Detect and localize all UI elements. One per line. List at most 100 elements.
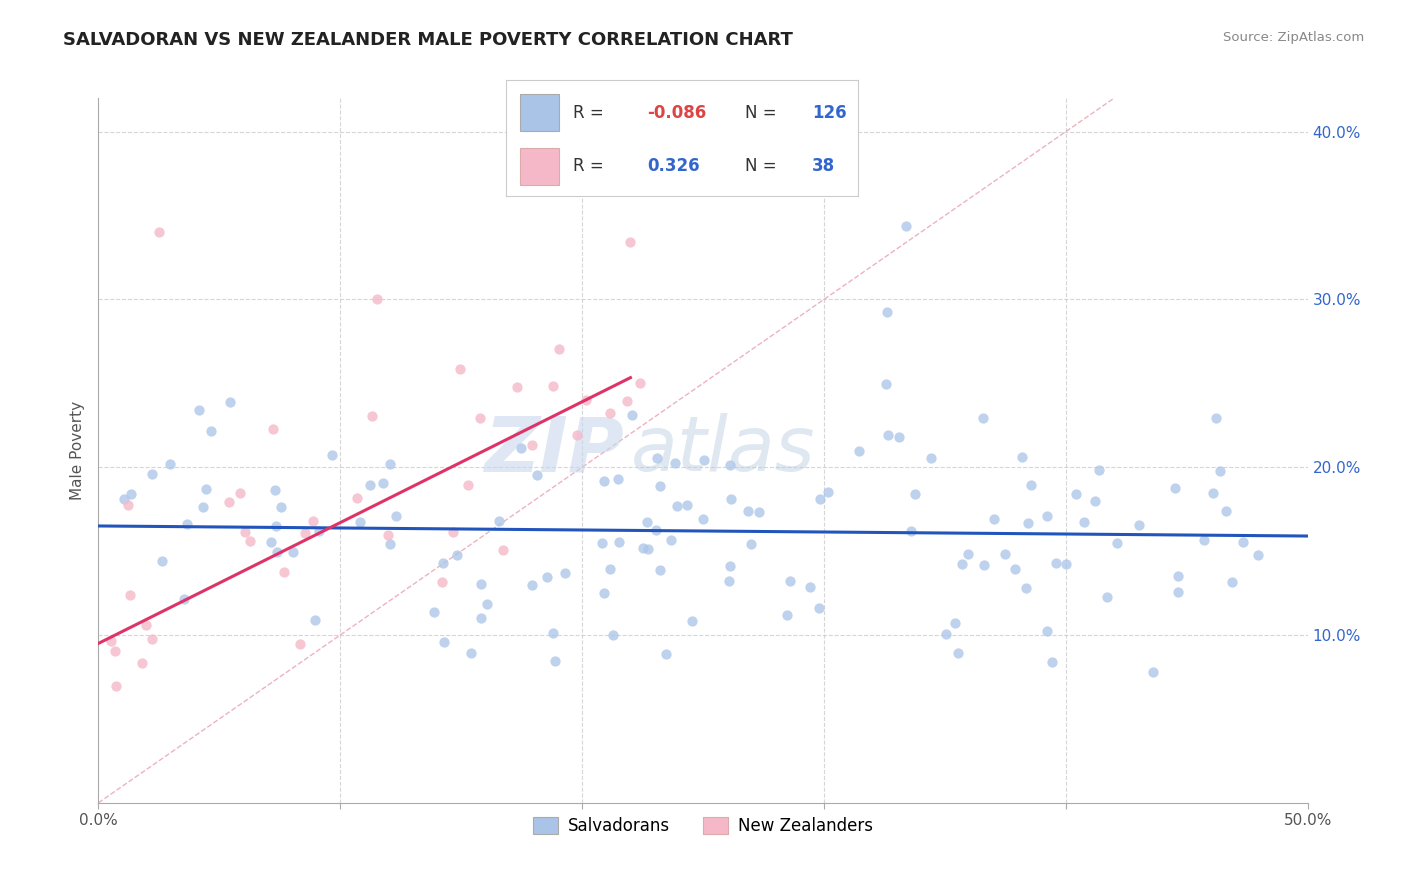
Point: [1097, 591, 1119, 605]
Point: [776, 608, 799, 623]
Point: [554, 566, 576, 581]
Point: [693, 453, 716, 467]
Text: N =: N =: [745, 157, 782, 175]
Point: [628, 376, 651, 390]
Point: [1004, 562, 1026, 576]
Point: [1205, 411, 1227, 425]
Point: [460, 647, 482, 661]
Point: [894, 219, 917, 234]
Point: [200, 424, 222, 438]
Point: [619, 235, 641, 250]
Point: [659, 533, 682, 547]
Point: [304, 613, 326, 627]
Text: ZIP: ZIP: [485, 414, 624, 487]
Point: [378, 536, 401, 550]
Point: [599, 406, 621, 420]
Point: [384, 508, 406, 523]
Point: [1019, 478, 1042, 492]
Point: [876, 427, 898, 442]
Point: [117, 498, 139, 512]
Point: [1064, 487, 1087, 501]
Point: [522, 438, 544, 452]
Point: [972, 411, 994, 425]
Point: [1215, 504, 1237, 518]
Point: [1107, 536, 1129, 550]
Point: [359, 478, 381, 492]
Point: [1088, 463, 1111, 477]
Text: R =: R =: [574, 103, 609, 121]
Point: [717, 574, 740, 589]
Point: [536, 570, 558, 584]
Point: [522, 578, 544, 592]
Point: [737, 504, 759, 518]
FancyBboxPatch shape: [520, 95, 560, 131]
Point: [112, 491, 135, 506]
Point: [950, 557, 973, 571]
Point: [148, 225, 170, 239]
Point: [1220, 575, 1243, 590]
Point: [1167, 584, 1189, 599]
Point: [135, 618, 157, 632]
Point: [118, 588, 141, 602]
Legend: Salvadorans, New Zealanders: Salvadorans, New Zealanders: [524, 809, 882, 844]
Point: [120, 487, 142, 501]
Point: [654, 647, 676, 661]
Point: [188, 402, 211, 417]
Point: [371, 475, 394, 490]
Point: [262, 422, 284, 436]
Point: [1011, 450, 1033, 465]
Point: [650, 563, 672, 577]
Point: [526, 468, 548, 483]
Point: [548, 343, 571, 357]
Point: [173, 591, 195, 606]
Point: [176, 517, 198, 532]
Point: [288, 637, 311, 651]
Point: [799, 580, 821, 594]
Point: [266, 519, 288, 533]
Point: [541, 625, 564, 640]
Point: [1247, 548, 1270, 562]
Point: [492, 542, 515, 557]
Point: [141, 632, 163, 646]
Point: [994, 547, 1017, 561]
Point: [664, 456, 686, 470]
Point: [266, 545, 288, 559]
Point: [470, 611, 492, 625]
Point: [195, 482, 218, 496]
Text: N =: N =: [745, 103, 782, 121]
Point: [889, 430, 911, 444]
Text: R =: R =: [574, 157, 614, 175]
Point: [631, 541, 654, 555]
Point: [956, 548, 979, 562]
Point: [423, 605, 446, 619]
Point: [488, 515, 510, 529]
Point: [648, 479, 671, 493]
Point: [593, 585, 616, 599]
Point: [377, 527, 399, 541]
Point: [740, 537, 762, 551]
Point: [1040, 655, 1063, 669]
Point: [636, 515, 658, 529]
Point: [1192, 533, 1215, 548]
Point: [1045, 556, 1067, 570]
Text: 38: 38: [813, 157, 835, 175]
Point: [599, 562, 621, 576]
Point: [779, 574, 801, 589]
Point: [593, 474, 616, 488]
Point: [270, 500, 292, 515]
Point: [1128, 517, 1150, 532]
Point: [616, 393, 638, 408]
Point: [1084, 494, 1107, 508]
Text: Source: ZipAtlas.com: Source: ZipAtlas.com: [1223, 31, 1364, 45]
Point: [432, 557, 454, 571]
Point: [1036, 624, 1059, 638]
Point: [1232, 534, 1254, 549]
Point: [104, 679, 127, 693]
Point: [1036, 508, 1059, 523]
Point: [943, 616, 966, 631]
Point: [470, 576, 492, 591]
Point: [100, 634, 122, 648]
Point: [283, 545, 305, 559]
Point: [637, 541, 659, 556]
Point: [441, 524, 464, 539]
